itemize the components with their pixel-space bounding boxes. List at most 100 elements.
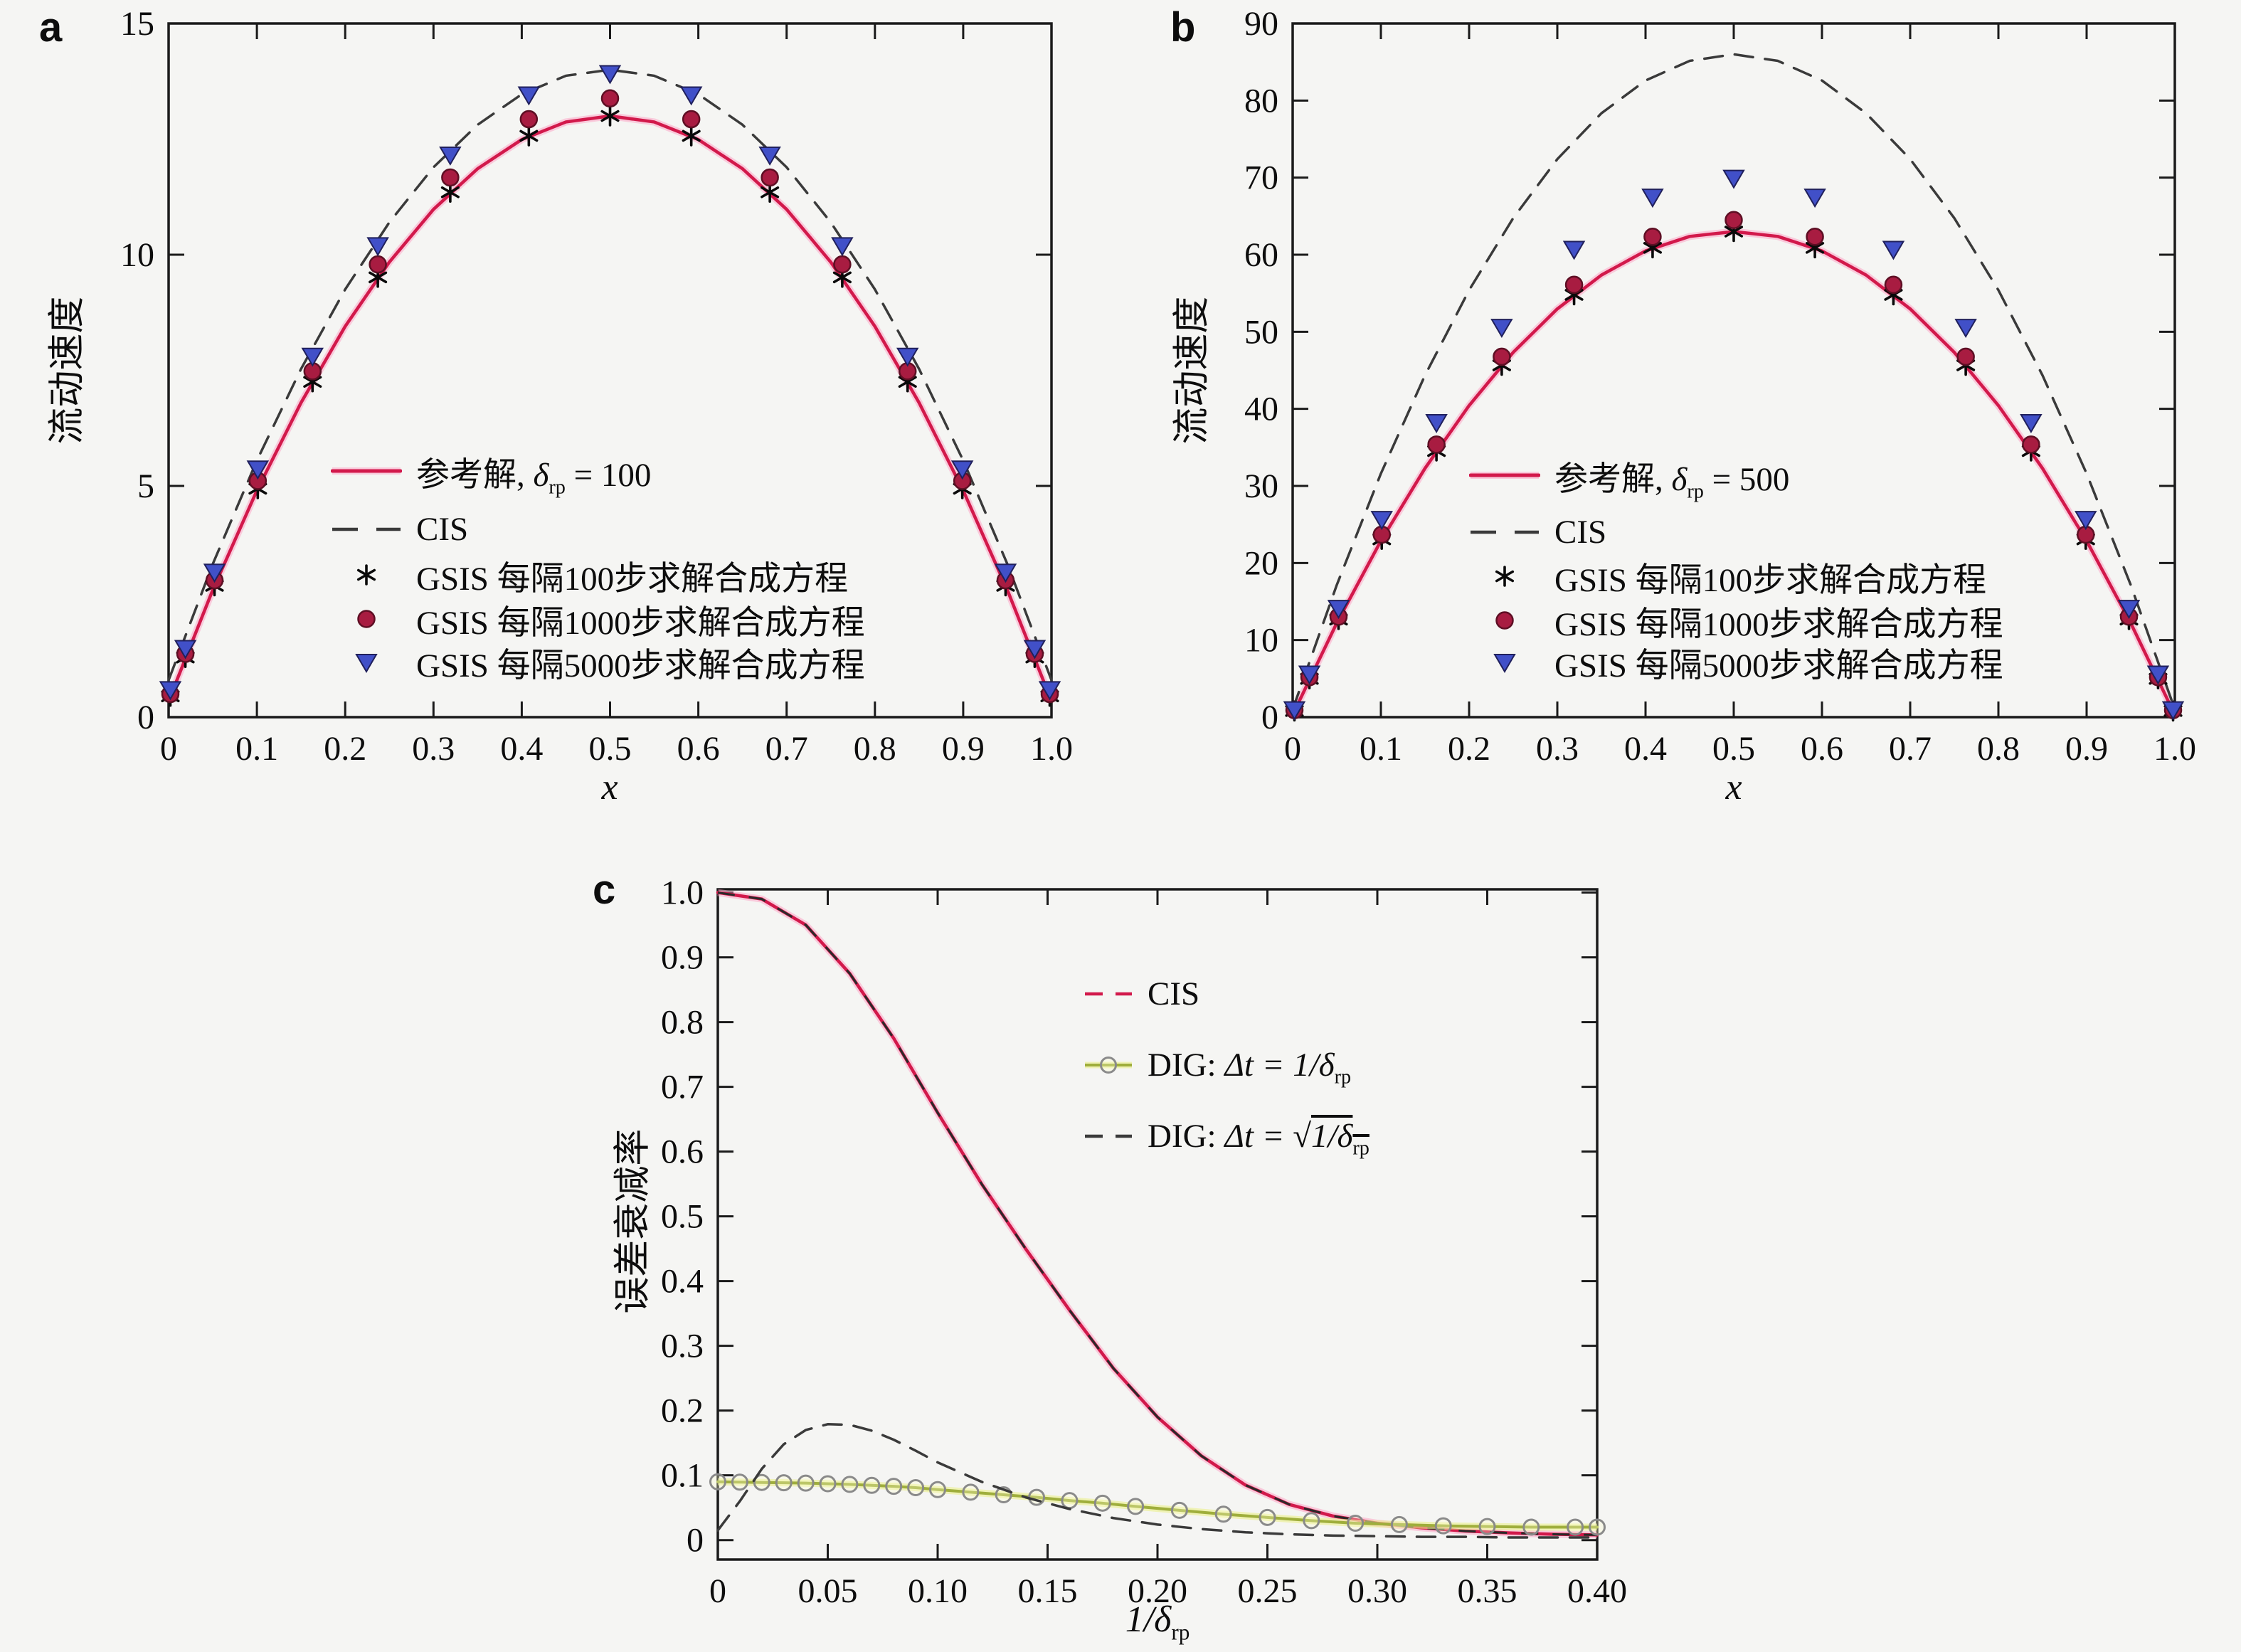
legend-label: GSIS 每隔1000步求解合成方程 [1554,605,2003,643]
panel-a-label: a [39,4,63,51]
panel-c-x-tick-label: 0.40 [1567,1572,1627,1610]
legend-sample-wrap [331,596,402,642]
panel-b-x-tick-label: 0 [1284,730,1301,768]
legend-label: GSIS 每隔5000步求解合成方程 [1554,647,2003,684]
panel-b-x-tick-label: 0.7 [1889,730,1932,768]
legend-sample-gsis100 [1495,566,1515,587]
legend-sample-dig_dt [1085,1057,1132,1074]
panel-b-y-tick-label: 0 [1261,699,1278,736]
panel-c-x-tick-label: 0.35 [1458,1572,1517,1610]
panel-b-x-tick-label: 0.9 [2065,730,2108,768]
panel-c-x-tick-label: 0.30 [1347,1572,1407,1610]
legend-item-b-gsis100: GSIS 每隔100步求解合成方程 [1469,549,1986,603]
legend-sample-wrap [1084,971,1133,1017]
legend-label: DIG: Δt = √1/δrp [1148,1118,1370,1160]
panel-b-x-tick-label: 0.2 [1448,730,1490,768]
legend-item-c-cis: CIS [1084,967,1199,1021]
panel-a-x-axis-title: x [601,767,618,808]
legend-item-b-cis: CIS [1469,505,1606,559]
legend-sample-gsis100 [356,564,376,586]
panel-b-x-tick-label: 0.8 [1977,730,2020,768]
panel-c-y-tick-label: 0.7 [661,1069,704,1106]
legend-sample-wrap [1084,1113,1133,1159]
legend-label: 参考解, δrp = 500 [1554,460,1790,502]
legend-sample-wrap [1084,1042,1133,1088]
panel-c-y-tick-label: 0.1 [661,1457,704,1495]
legend-label: CIS [1148,975,1200,1012]
legend-item-b-ref: 参考解, δrp = 500 [1469,448,1789,502]
legend-item-b-gsis1000: GSIS 每隔1000步求解合成方程 [1469,593,2003,647]
panel-a-x-tick-label: 0.4 [500,730,543,768]
panel-a-x-tick-label: 0.7 [765,730,808,768]
panel-c-x-axis-title-sub: rp [1171,1619,1190,1645]
panel-a-x-tick-label: 0.8 [854,730,896,768]
legend-sample-cis [1471,530,1539,534]
panel-c-y-tick-label: 0.2 [661,1392,704,1430]
legend-sample-ref [331,467,402,475]
panel-b-y-tick-label: 60 [1244,236,1278,274]
legend-sample-wrap [331,552,402,598]
panel-a-x-tick-label: 0.1 [235,730,278,768]
legend-label: DIG: Δt = 1/δrp [1148,1047,1352,1089]
legend-label: CIS [1554,514,1607,551]
legend-label: GSIS 每隔1000步求解合成方程 [416,604,865,642]
panel-c-x-axis-title: 1/δrp [1076,1599,1239,1643]
panel-c-y-tick-label: 0.6 [661,1133,704,1171]
panel-b-tick-labels: 0 0.1 0.2 0.3 0.4 0.5 0.6 0.7 0.8 0.9 1.0 0 10 20 30 40… [1244,5,2196,768]
panel-a-ticks [167,22,1053,719]
legend-label: GSIS 每隔100步求解合成方程 [1554,561,1987,599]
panel-a-tick-labels: 0 0.1 0.2 0.3 0.4 0.5 0.6 0.7 0.8 0.9 1.0 0 5 10 15 [120,5,1073,768]
panel-b-x-tick-label: 0.6 [1801,730,1843,768]
panel-c-tick-labels: 0 0.05 0.10 0.15 0.20 0.25 0.30 0.35 0.40 0 0.1 0.2… [661,874,1627,1610]
panel-b-x-tick-label: 1.0 [2153,730,2196,768]
panel-b-y-tick-label: 70 [1244,159,1278,197]
panel-b-y-tick-label: 90 [1244,5,1278,43]
panel-a-x-tick-label: 0.9 [942,730,985,768]
panel-b-y-tick-label: 30 [1244,467,1278,505]
legend-sample-wrap [1469,598,1540,643]
legend-item-c-dig_dt: DIG: Δt = 1/δrp [1084,1038,1351,1092]
panel-c-y-tick-label: 0.8 [661,1004,704,1042]
legend-sample-dig_sqrt [1085,1134,1132,1138]
legend-item-a-gsis5000: GSIS 每隔5000步求解合成方程 [331,635,865,689]
legend-sample-wrap [1469,639,1540,684]
panel-a-series-gsis5000 [159,65,1061,701]
panel-b-label: b [1170,4,1196,51]
legend-item-b-gsis5000: GSIS 每隔5000步求解合成方程 [1469,635,2003,689]
panel-a-series-cis [167,68,1053,682]
panel-a-x-tick-label: 0.2 [324,730,366,768]
panel-a-y-tick-label: 5 [137,467,154,505]
panel-b-y-tick-label: 50 [1244,313,1278,351]
panel-b-x-tick-label: 0.3 [1536,730,1579,768]
panel-c-series-dig_sqrt [716,1423,1599,1539]
panel-c-y-tick-label: 0.3 [661,1328,704,1365]
legend-label: GSIS 每隔5000步求解合成方程 [416,647,865,684]
panel-a-x-tick-label: 0.5 [589,730,632,768]
panel-c-y-tick-label: 0.4 [661,1263,704,1301]
legend-item-a-gsis1000: GSIS 每隔1000步求解合成方程 [331,592,865,646]
panel-c-x-tick-label: 0.15 [1018,1572,1078,1610]
legend-sample-gsis5000 [355,654,378,673]
panel-c-x-tick-label: 0 [709,1572,726,1610]
panel-c-y-axis-title: 误差衰减率 [613,1128,654,1314]
legend-label: GSIS 每隔100步求解合成方程 [416,560,849,598]
panel-c-y-tick-label: 1.0 [661,874,704,912]
panel-b-y-axis-title: 流动速度 [1172,296,1213,445]
panel-a-x-tick-label: 0.3 [412,730,455,768]
panel-a-y-tick-label: 0 [137,699,154,736]
panel-c-label: c [593,867,616,913]
panel-a-y-tick-label: 15 [120,5,154,43]
legend-sample-cis [1085,992,1132,996]
legend-item-a-cis: CIS [331,502,468,556]
panel-c-x-tick-label: 0.05 [798,1572,858,1610]
panel-c-x-axis-title-math: 1/δ [1125,1599,1172,1640]
legend-sample-wrap [1469,509,1540,555]
panel-b-x-tick-label: 0.5 [1712,730,1755,768]
panel-c-x-tick-label: 0.25 [1238,1572,1298,1610]
legend-item-a-ref: 参考解, δrp = 100 [331,444,651,498]
legend-label: 参考解, δrp = 100 [416,456,652,498]
legend-sample-gsis1000 [1495,611,1514,630]
panel-c-y-tick-label: 0 [687,1522,704,1560]
panel-b-series-gsis5000 [1283,169,2185,721]
